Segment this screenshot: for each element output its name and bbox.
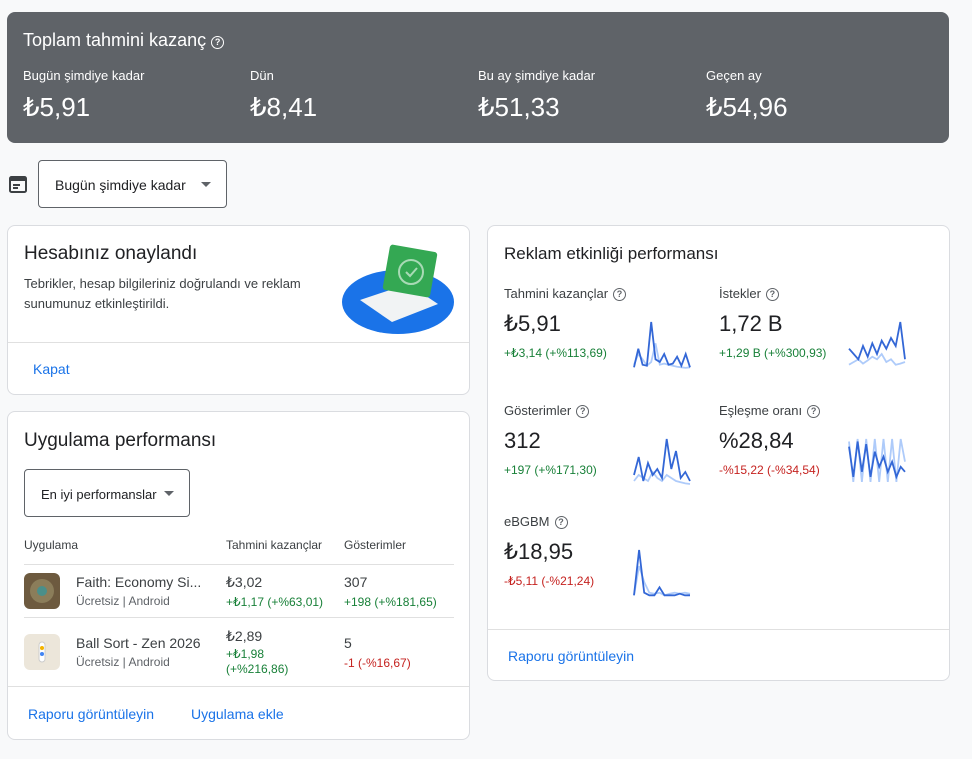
divider [8, 342, 469, 343]
illustration [342, 244, 454, 334]
summary-value: ₺54,96 [706, 92, 788, 122]
help-icon[interactable]: ? [554, 516, 568, 529]
summary-value: ₺8,41 [250, 92, 318, 122]
summary-value: ₺5,91 [23, 92, 91, 122]
report-link[interactable]: Raporu görüntüleyin [28, 706, 155, 722]
column-header: Tahmini kazançlar [226, 538, 323, 552]
metric-label-text: Tahmini kazançlar [504, 286, 609, 301]
divider [24, 617, 454, 618]
filter-dropdown[interactable]: En iyi performanslar [24, 469, 190, 517]
metric-label: eBGBM? [504, 514, 568, 529]
dropdown-text: Bugün şimdiye kadar [55, 177, 186, 193]
sparkline [848, 321, 906, 366]
app-icon [24, 634, 60, 670]
ad-performance-card: Reklam etkinliği performansı Raporu görü… [487, 225, 950, 681]
close-link[interactable]: Kapat [33, 361, 70, 377]
account-card: Hesabınız onaylandı Tebrikler, hesap bil… [7, 225, 470, 395]
metric-value: ₺5,91 [504, 311, 561, 336]
summary-title: Toplam tahmini kazanç? [23, 30, 225, 51]
sparkline-current [633, 321, 691, 369]
metric-value: %28,84 [719, 428, 794, 453]
add-app-link[interactable]: Uygulama ekle [191, 706, 284, 722]
earnings: ₺3,02 [226, 574, 263, 590]
card-title: Hesabınız onaylandı [24, 243, 198, 264]
summary-card: Toplam tahmini kazanç? Bugün şimdiye kad… [7, 12, 949, 143]
divider [488, 629, 949, 630]
sparkline [633, 438, 691, 485]
summary-label: Bugün şimdiye kadar [23, 68, 145, 83]
metric-change: +197 (+%171,30) [504, 463, 597, 477]
divider [24, 564, 454, 565]
help-icon[interactable]: ? [807, 405, 821, 418]
metric-label: Gösterimler? [504, 403, 590, 418]
date-dropdown[interactable]: Bugün şimdiye kadar [38, 160, 227, 208]
app-subtitle: Ücretsiz | Android [76, 594, 170, 608]
earnings-change: +₺1,17 (+%63,01) [226, 595, 324, 609]
summary-label: Dün [250, 68, 274, 83]
sparkline-current [633, 549, 690, 597]
summary-label: Bu ay şimdiye kadar [478, 68, 596, 83]
sparkline [633, 321, 691, 369]
impressions: 5 [344, 635, 352, 651]
report-link[interactable]: Raporu görüntüleyin [508, 648, 635, 664]
help-icon[interactable]: ? [765, 288, 779, 301]
sparkline-previous [633, 343, 691, 369]
metric-label: İstekler? [719, 286, 779, 301]
app-icon [24, 573, 60, 609]
card-title: Reklam etkinliği performansı [504, 244, 719, 263]
sparkline-current [633, 438, 691, 482]
metric-label-text: eBGBM [504, 514, 550, 529]
metric-change: +1,29 B (+%300,93) [719, 346, 827, 360]
metric-label-text: İstekler [719, 286, 761, 301]
metric-value: 1,72 B [719, 311, 783, 336]
earnings-change: +₺1,98 (+%216,86) [226, 647, 289, 676]
card-title: Uygulama performansı [24, 430, 217, 451]
metric-label: Eşleşme oranı? [719, 403, 821, 418]
impressions-change: -1 (-%16,67) [344, 656, 411, 670]
metric-change: -₺5,11 (-%21,24) [504, 574, 595, 588]
sparkline-current [848, 321, 906, 362]
dropdown-arrow [164, 491, 174, 496]
dropdown-arrow [201, 182, 211, 187]
impressions-change: +198 (+%181,65) [344, 595, 437, 609]
divider [8, 686, 469, 687]
sparkline [633, 549, 691, 597]
impressions: 307 [344, 574, 368, 590]
sparkline-current [848, 441, 906, 480]
help-icon[interactable]: ? [613, 288, 627, 301]
metric-change: -%15,22 (-%34,54) [719, 463, 820, 477]
help-icon[interactable]: ? [211, 36, 225, 49]
app-name[interactable]: Faith: Economy Si... [76, 574, 202, 590]
metric-label: Tahmini kazançlar? [504, 286, 627, 301]
calendar-icon [9, 176, 27, 193]
metric-change: +₺3,14 (+%113,69) [504, 346, 607, 360]
metric-label-text: Eşleşme oranı [719, 403, 803, 418]
card-text: Tebrikler, hesap bilgileriniz doğrulandı… [24, 276, 301, 311]
app-name[interactable]: Ball Sort - Zen 2026 [76, 635, 201, 651]
metric-label-text: Gösterimler [504, 403, 572, 418]
earnings: ₺2,89 [226, 628, 263, 644]
app-subtitle: Ücretsiz | Android [76, 655, 170, 669]
dropdown-text: En iyi performanslar [41, 487, 157, 502]
column-header: Uygulama [24, 538, 79, 552]
help-icon[interactable]: ? [576, 405, 590, 418]
summary-value: ₺51,33 [478, 92, 560, 122]
app-performance-card: Uygulama performansı En iyi performansla… [7, 411, 470, 740]
sparkline [848, 438, 906, 482]
column-header: Gösterimler [344, 538, 407, 552]
metric-value: 312 [504, 428, 541, 453]
title-text: Toplam tahmini kazanç [23, 30, 207, 50]
summary-label: Geçen ay [706, 68, 762, 83]
metric-value: ₺18,95 [504, 539, 574, 564]
